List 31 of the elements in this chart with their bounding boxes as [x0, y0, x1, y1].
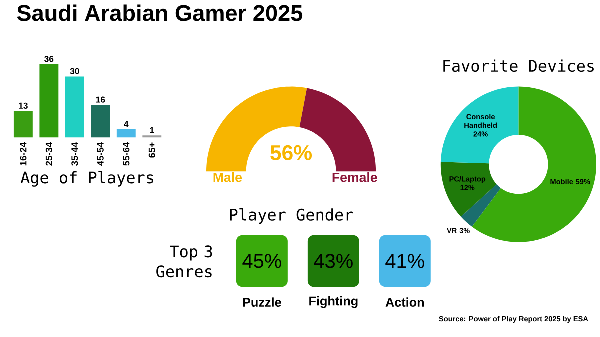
data-label: 1	[150, 127, 154, 134]
category-label: Action	[386, 298, 424, 307]
text: Player Gender	[230, 208, 354, 224]
x-tick-label: 35-44	[72, 142, 78, 166]
x-tick-label: 55-64	[123, 142, 130, 166]
text: 41%	[386, 254, 424, 268]
slice-label: Male	[214, 172, 242, 182]
x-tick-label: 45-54	[97, 142, 104, 166]
bar	[40, 64, 59, 138]
data-label: 36	[44, 56, 54, 62]
chart-title: Saudi Arabian Gamer 2025	[17, 4, 303, 22]
bar	[116, 129, 136, 138]
text: 43%	[314, 254, 353, 268]
x-tick-label: 65+	[148, 142, 156, 158]
data-label: 30	[70, 68, 80, 74]
category-label: Puzzle	[243, 298, 282, 307]
bar	[65, 76, 84, 138]
text: 45%	[242, 254, 282, 268]
x-tick-label: 16-24	[20, 142, 27, 166]
data-label: 13	[19, 102, 28, 109]
bar	[91, 105, 110, 138]
x-tick-label: 25-34	[46, 142, 52, 166]
text: Top 3 Genres	[156, 246, 212, 278]
slice-label: Female	[332, 172, 378, 182]
chart-title: Favorite Devices	[444, 60, 594, 72]
category-label: Fighting	[310, 296, 358, 308]
data-label: 56%	[270, 145, 312, 160]
bar	[14, 111, 33, 138]
x-axis-title: Age of Players	[20, 171, 154, 187]
data-label: 4	[124, 121, 129, 128]
data-label: 16	[96, 96, 106, 103]
